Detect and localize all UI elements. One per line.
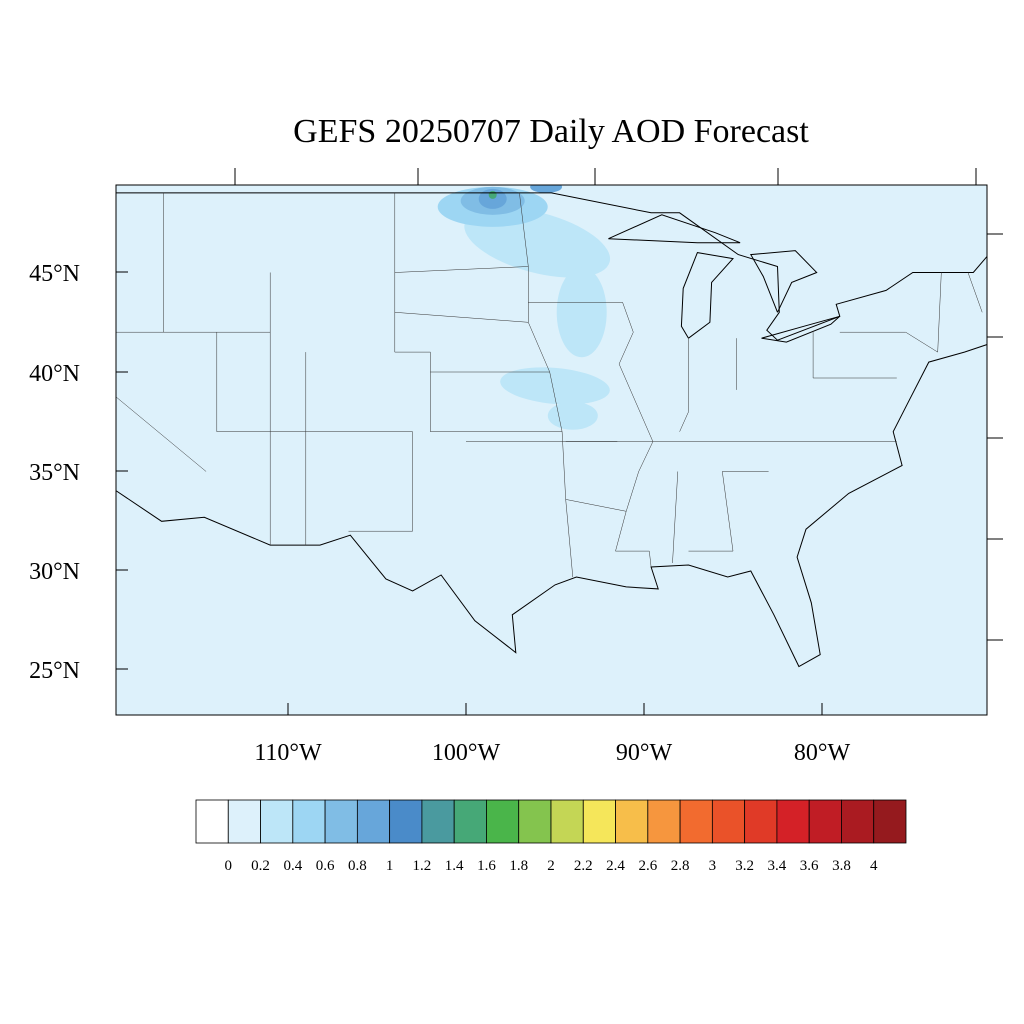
- colorbar-label: 1: [386, 858, 394, 874]
- colorbar-swatch: [195, 799, 229, 844]
- colorbar-label: 0.2: [251, 858, 270, 874]
- colorbar-swatch: [453, 799, 487, 844]
- aod-shading: [530, 185, 563, 193]
- colorbar-label: 3.6: [800, 858, 819, 874]
- lon-label: 100°W: [432, 740, 501, 766]
- colorbar-label: 2.2: [574, 858, 593, 874]
- coastline: [116, 192, 987, 668]
- state-border: [565, 499, 627, 512]
- colorbar-swatch: [324, 799, 358, 844]
- colorbar-label: 3.4: [768, 858, 787, 874]
- colorbar-swatch: [389, 799, 423, 844]
- colorbar-swatch: [260, 799, 294, 844]
- lat-label: 30°N: [29, 559, 80, 585]
- map-content: [116, 185, 987, 668]
- aod-shading: [547, 401, 598, 430]
- state-border: [216, 332, 413, 432]
- colorbar-label: 0.8: [348, 858, 367, 874]
- colorbar-label: 3.8: [832, 858, 851, 874]
- colorbar-swatch: [486, 799, 520, 844]
- lake-michigan: [680, 252, 734, 339]
- colorbar-swatch: [227, 799, 261, 844]
- state-border: [812, 332, 897, 379]
- state-border: [615, 302, 654, 568]
- lake-huron: [749, 250, 818, 313]
- colorbar-label: 2: [547, 858, 555, 874]
- lat-label: 45°N: [29, 261, 80, 287]
- aod-shading: [500, 367, 610, 405]
- lat-label: 35°N: [29, 460, 80, 486]
- colorbar-swatch: [841, 799, 875, 844]
- colorbar-label: 1.8: [509, 858, 528, 874]
- state-border: [688, 471, 734, 552]
- map-title: GEFS 20250707 Daily AOD Forecast: [293, 113, 809, 150]
- aod-shading: [696, 244, 877, 281]
- colorbar-label: 1.2: [413, 858, 432, 874]
- state-border: [394, 266, 529, 273]
- colorbar-label: 1.6: [477, 858, 496, 874]
- state-border: [394, 312, 529, 323]
- colorbar-swatch: [873, 799, 907, 844]
- colorbar-swatch: [421, 799, 455, 844]
- state-border: [839, 331, 938, 353]
- state-border: [679, 338, 689, 432]
- colorbar-swatch: [550, 799, 584, 844]
- colorbar-label: 0: [225, 858, 233, 874]
- map-ticks: 45°N 40°N 35°N 30°N 25°N 110°W 100°W 90°W 80°W: [29, 168, 1003, 766]
- colorbar-label: 2.4: [606, 858, 625, 874]
- colorbar-label: 0.4: [283, 858, 302, 874]
- colorbar-label: 2.6: [638, 858, 657, 874]
- aod-shading: [488, 190, 497, 199]
- colorbar-label: 1.4: [445, 858, 464, 874]
- colorbar-swatch: [292, 799, 326, 844]
- colorbar-swatch: [647, 799, 681, 844]
- lat-label: 25°N: [29, 658, 80, 684]
- lon-label: 80°W: [794, 740, 851, 766]
- lake-erie: [761, 315, 841, 343]
- colorbar-swatch: [582, 799, 616, 844]
- colorbar-swatch: [356, 799, 391, 844]
- lake-superior: [608, 214, 741, 244]
- colorbar-swatch: [679, 799, 713, 844]
- colorbar-swatch: [518, 799, 552, 844]
- colorbar-label: 2.8: [671, 858, 690, 874]
- state-border: [967, 272, 983, 313]
- state-border: [116, 396, 207, 472]
- state-border: [937, 272, 942, 353]
- colorbar: 0 0.2 0.4 0.6 0.8 1 1.2 1.4 1.6 1.8 2 2.2 2.4 2.6 2.8 3…: [195, 799, 907, 874]
- colorbar-swatch: [615, 799, 649, 844]
- colorbar-swatch: [711, 799, 746, 844]
- colorbar-label: 4: [870, 858, 878, 874]
- lon-label: 110°W: [254, 740, 322, 766]
- colorbar-swatch: [776, 799, 810, 844]
- colorbar-label: 3.2: [735, 858, 754, 874]
- lat-label: 40°N: [29, 361, 80, 387]
- state-border: [348, 431, 413, 532]
- lon-label: 90°W: [616, 740, 673, 766]
- colorbar-swatch: [808, 799, 842, 844]
- state-border: [672, 471, 679, 564]
- colorbar-label: 0.6: [316, 858, 335, 874]
- colorbar-label: 3: [709, 858, 717, 874]
- aod-shading: [556, 267, 607, 358]
- colorbar-swatch: [744, 799, 778, 844]
- map-frame: [115, 184, 988, 716]
